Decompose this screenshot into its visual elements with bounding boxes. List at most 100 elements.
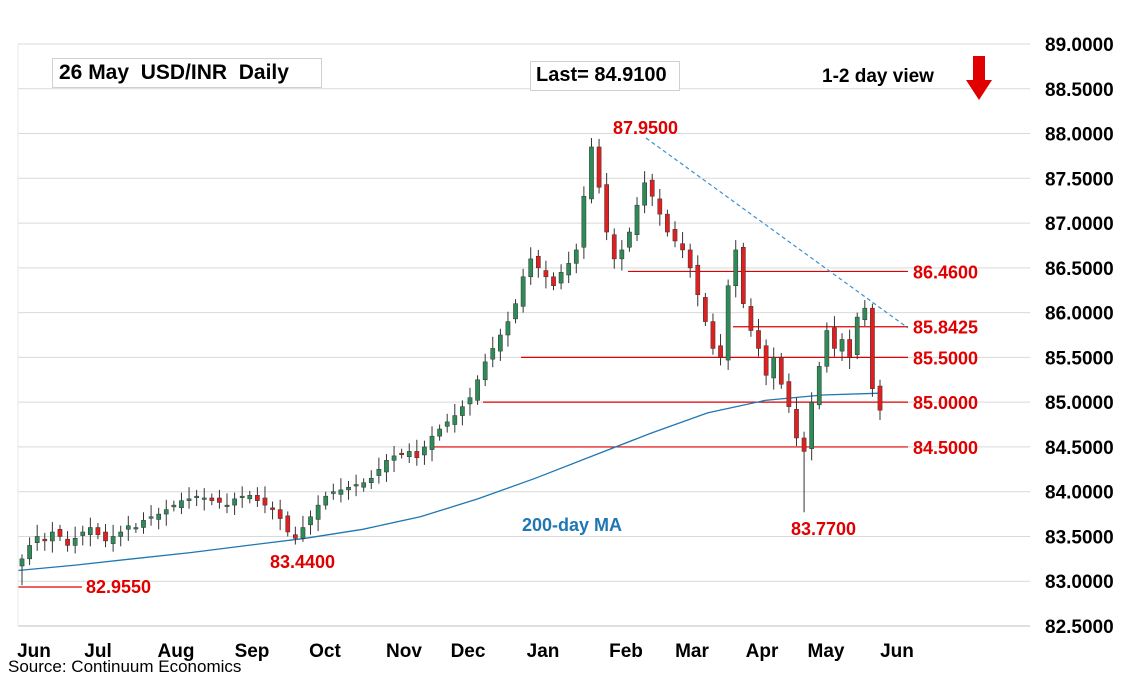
candle-body	[611, 234, 617, 260]
candle-body	[232, 498, 237, 506]
candle-body	[839, 339, 845, 352]
candle-body	[87, 527, 93, 535]
candle-body	[596, 146, 602, 188]
candle-body	[604, 184, 609, 233]
candle-body	[740, 247, 746, 304]
candle-body	[672, 229, 678, 242]
candle-body	[133, 527, 139, 530]
candle-body	[27, 545, 32, 560]
candle-body	[687, 249, 693, 269]
candle-body	[429, 435, 435, 450]
candle-body	[270, 507, 275, 510]
extreme-label: 82.9550	[86, 577, 151, 597]
candle-body	[361, 482, 367, 488]
candle-body	[118, 531, 124, 537]
level-label: 84.5000	[913, 438, 978, 458]
level-label: 86.4600	[913, 262, 978, 282]
candle-body	[763, 345, 769, 376]
candle-body	[490, 348, 496, 360]
candle-body	[80, 531, 86, 536]
candle-body	[414, 451, 420, 458]
candle-body	[391, 455, 397, 461]
candle-body	[695, 264, 701, 295]
y-tick-label: 89.0000	[1045, 35, 1114, 56]
candle-body	[778, 357, 784, 385]
candle-body	[65, 538, 70, 546]
candle-body	[642, 182, 647, 206]
x-tick-label: Jan	[527, 641, 560, 662]
candle-body	[224, 504, 230, 507]
x-axis-ticks: Jun Jul Aug Sep Oct Nov Dec Jan Feb Mar Apr May Jun	[17, 641, 914, 662]
candle-body	[733, 249, 739, 287]
candle-body	[832, 327, 837, 349]
candle-body	[627, 231, 632, 248]
candle-body	[634, 204, 640, 235]
candle-body	[262, 497, 268, 506]
level-labels: 86.4600 85.8425 85.5000 85.0000 84.5000 87.95…	[86, 118, 978, 597]
chart-title: 26 May USD/INR Daily	[52, 58, 322, 88]
candle-body	[786, 381, 792, 407]
grid-lines	[18, 43, 1030, 627]
x-tick-label: Feb	[609, 641, 643, 662]
trend-line	[645, 137, 909, 329]
level-label: 85.5000	[913, 348, 978, 368]
level-label: 85.8425	[913, 318, 978, 338]
candle-body	[437, 428, 442, 437]
candle-body	[725, 285, 731, 361]
candle-body	[330, 491, 336, 494]
candle-body	[384, 460, 389, 473]
candle-body	[376, 469, 382, 476]
candle-body	[406, 451, 412, 458]
candle-body	[649, 179, 655, 197]
candle-body	[19, 558, 25, 567]
x-tick-label: Sep	[235, 641, 270, 662]
candle-body	[201, 497, 207, 500]
candle-body	[710, 321, 716, 349]
candle-body	[573, 249, 579, 264]
y-axis-ticks: 82.5000 83.0000 83.5000 84.0000 84.5000 85.00…	[1045, 35, 1114, 638]
candle-body	[847, 339, 852, 358]
y-tick-label: 84.0000	[1045, 483, 1114, 504]
candle-body	[558, 272, 564, 284]
candle-body	[748, 306, 754, 331]
candle-body	[444, 421, 450, 427]
candle-body	[171, 504, 177, 508]
candle-body	[665, 213, 670, 233]
candle-body	[293, 534, 298, 539]
y-tick-label: 88.0000	[1045, 125, 1114, 146]
candle-body	[801, 437, 807, 452]
candle-body	[141, 520, 146, 528]
candle-body	[589, 146, 594, 200]
candle-body	[528, 258, 534, 278]
candle-body	[543, 270, 549, 278]
candle-body	[300, 527, 306, 539]
level-lines	[430, 270, 908, 448]
candle-body	[255, 495, 260, 501]
candle-body	[809, 401, 815, 449]
candle-body	[186, 498, 192, 501]
extreme-label: 83.7700	[791, 519, 856, 539]
x-tick-label: May	[808, 641, 845, 662]
candle-body	[703, 297, 708, 322]
candle-body	[338, 489, 344, 495]
candle-body	[551, 276, 556, 287]
candle-body	[862, 307, 868, 321]
candle-body	[247, 495, 253, 500]
y-tick-label: 86.0000	[1045, 304, 1114, 325]
candle-body	[475, 379, 480, 401]
candle-body	[148, 516, 154, 519]
candle-body	[346, 486, 351, 491]
extreme-label: 83.4400	[270, 552, 335, 572]
y-tick-label: 85.0000	[1045, 393, 1114, 414]
x-tick-label: Jun	[880, 641, 914, 662]
x-tick-label: Mar	[675, 641, 709, 662]
candle-body	[619, 249, 625, 260]
candle-body	[217, 497, 222, 503]
candle-body	[72, 538, 78, 546]
candle-body	[179, 500, 184, 509]
x-tick-label: Jun	[17, 641, 51, 662]
source-note: Source: Continuum Economics	[8, 657, 242, 676]
y-tick-label: 87.0000	[1045, 214, 1114, 235]
candle-body	[498, 334, 503, 352]
candle-body	[156, 513, 162, 520]
